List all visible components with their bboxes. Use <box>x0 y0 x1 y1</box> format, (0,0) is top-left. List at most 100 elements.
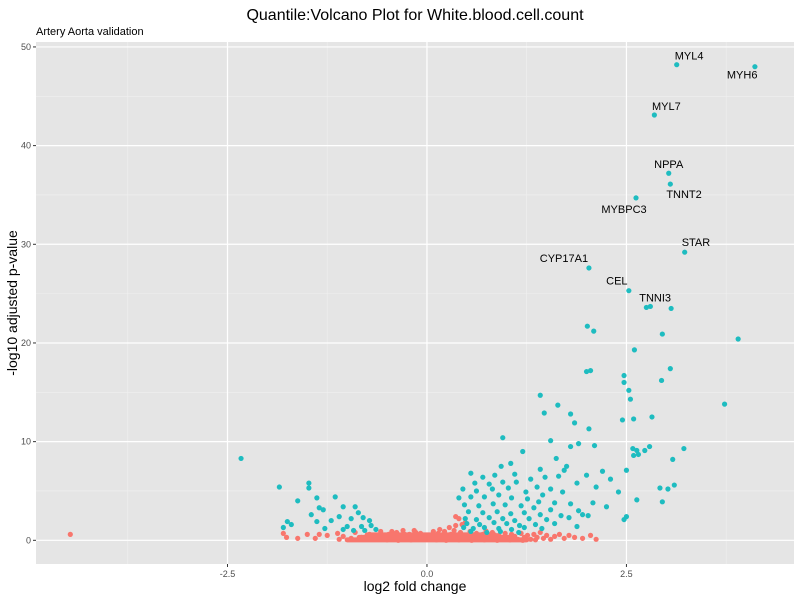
significant-point <box>352 504 358 510</box>
significant-point <box>623 467 630 473</box>
significant-point <box>586 426 592 432</box>
significant-point <box>566 515 572 521</box>
non-significant-point <box>304 531 310 537</box>
significant-point <box>630 445 636 452</box>
significant-point <box>513 479 519 485</box>
significant-point <box>358 523 365 530</box>
significant-point <box>623 514 630 520</box>
significant-point <box>500 479 506 485</box>
significant-point <box>552 500 558 506</box>
significant-point <box>536 499 542 505</box>
gene-label: STAR <box>682 237 711 249</box>
significant-point <box>238 455 244 462</box>
non-significant-point <box>316 531 322 537</box>
significant-point <box>344 523 350 530</box>
y-axis-label: -log10 adjusted p-value <box>4 230 20 376</box>
non-significant-point <box>340 533 346 539</box>
x-tick-label: 2.5 <box>620 569 633 579</box>
y-tick-label: 20 <box>21 338 31 348</box>
significant-point <box>681 445 687 452</box>
significant-point <box>481 494 488 500</box>
significant-point <box>322 525 328 532</box>
significant-point <box>548 507 554 513</box>
significant-point <box>500 516 506 522</box>
significant-point <box>583 472 590 478</box>
significant-point <box>585 513 591 519</box>
significant-point <box>642 447 648 454</box>
significant-point <box>332 494 338 500</box>
significant-point <box>540 492 546 498</box>
significant-point <box>524 496 531 502</box>
significant-point <box>615 489 622 495</box>
non-significant-point <box>295 535 301 541</box>
significant-point <box>674 62 680 68</box>
gene-label: TNNT2 <box>666 189 701 201</box>
significant-point <box>671 482 677 488</box>
gene-label: MYL4 <box>675 51 704 63</box>
non-significant-point <box>552 533 558 539</box>
significant-point <box>548 438 554 444</box>
non-significant-point <box>593 536 599 542</box>
significant-point <box>494 509 500 515</box>
significant-point <box>316 505 322 511</box>
significant-point <box>461 524 467 531</box>
significant-point <box>500 435 506 441</box>
significant-point <box>537 466 543 472</box>
significant-point <box>504 520 510 527</box>
significant-point <box>465 509 472 515</box>
significant-point <box>350 527 357 534</box>
non-significant-point <box>336 536 342 542</box>
significant-point <box>468 494 474 500</box>
significant-point <box>464 520 470 527</box>
chart-title: Quantile:Volcano Plot for White.blood.ce… <box>246 7 584 24</box>
significant-point <box>508 495 515 501</box>
significant-point <box>537 512 543 518</box>
significant-point <box>603 504 610 510</box>
significant-point <box>567 501 574 507</box>
significant-point <box>571 420 578 426</box>
significant-point <box>591 442 598 449</box>
significant-point <box>373 526 379 533</box>
y-tick-label: 50 <box>21 42 31 52</box>
gene-label: NPPA <box>654 159 684 171</box>
significant-point <box>512 471 518 477</box>
significant-point <box>468 528 474 535</box>
significant-point <box>328 517 334 524</box>
significant-point <box>658 377 665 384</box>
significant-point <box>473 488 480 494</box>
gene-label: CYP17A1 <box>540 253 588 265</box>
significant-point <box>626 387 632 393</box>
non-significant-point <box>587 532 594 538</box>
significant-point <box>472 480 478 486</box>
significant-point <box>564 463 570 469</box>
significant-point <box>320 507 326 513</box>
significant-point <box>497 528 503 535</box>
significant-point <box>280 524 286 531</box>
non-significant-point <box>528 536 534 542</box>
significant-point <box>520 448 526 455</box>
significant-point <box>516 529 522 536</box>
significant-point <box>593 484 599 490</box>
non-significant-point <box>411 527 417 534</box>
significant-point <box>306 485 312 491</box>
significant-point <box>468 470 474 476</box>
significant-point <box>461 502 468 508</box>
significant-point <box>626 288 632 294</box>
significant-point <box>314 495 320 501</box>
significant-point <box>657 485 663 491</box>
significant-point <box>721 401 728 407</box>
significant-point <box>634 497 640 503</box>
significant-point <box>534 484 540 490</box>
y-axis-ticks: 0 10 20 30 40 50 <box>21 42 36 545</box>
significant-point <box>635 451 642 458</box>
significant-point <box>670 456 676 463</box>
non-significant-point <box>571 534 578 540</box>
significant-point <box>340 504 346 510</box>
non-significant-point <box>324 532 330 538</box>
significant-point <box>659 331 665 337</box>
non-significant-point <box>544 532 550 538</box>
significant-points <box>238 62 758 536</box>
significant-point <box>284 518 290 525</box>
significant-point <box>561 467 567 473</box>
